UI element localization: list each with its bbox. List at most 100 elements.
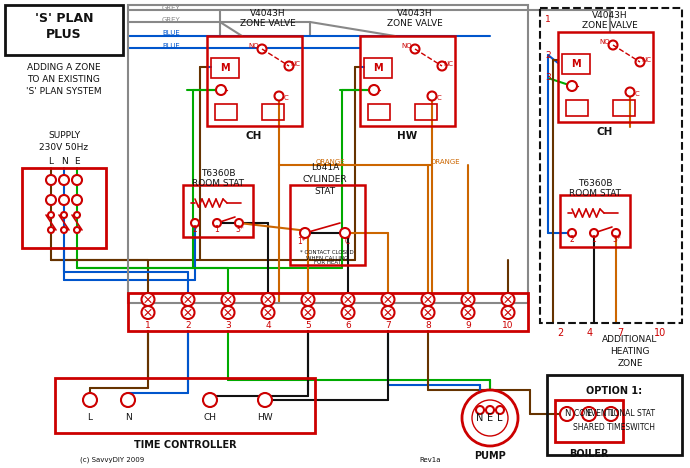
Text: E: E [487, 413, 493, 423]
Text: HEATING: HEATING [610, 348, 650, 357]
Bar [547, 375, 682, 455]
Text: NC: NC [443, 61, 453, 67]
Text: 1: 1 [591, 234, 596, 243]
Circle shape [300, 228, 310, 238]
Text: 6: 6 [345, 321, 351, 329]
Circle shape [221, 306, 235, 319]
Text: N: N [476, 413, 484, 423]
Text: V4043H: V4043H [592, 12, 628, 21]
Bar [215, 104, 237, 120]
Bar [562, 54, 590, 74]
Text: TIME CONTROLLER: TIME CONTROLLER [134, 440, 236, 450]
Circle shape [568, 229, 576, 237]
Circle shape [284, 61, 293, 71]
Text: 230V 50Hz: 230V 50Hz [39, 142, 88, 152]
Text: ZONE: ZONE [618, 358, 643, 367]
Text: (c) SavvyDIY 2009: (c) SavvyDIY 2009 [80, 457, 144, 463]
Text: GREY: GREY [162, 5, 181, 11]
Circle shape [141, 306, 155, 319]
Text: 'S' PLAN SYSTEM: 'S' PLAN SYSTEM [26, 88, 102, 96]
Text: NC: NC [290, 61, 300, 67]
Text: Rev1a: Rev1a [420, 457, 441, 463]
Bar [360, 36, 455, 126]
Circle shape [382, 293, 395, 306]
Text: WHEN CALLING: WHEN CALLING [306, 256, 348, 261]
Circle shape [72, 175, 82, 185]
Text: T6360B: T6360B [578, 178, 612, 188]
Text: 4: 4 [587, 328, 593, 338]
Text: HW: HW [397, 131, 417, 141]
Text: HW: HW [257, 414, 273, 423]
Circle shape [428, 92, 437, 101]
Circle shape [422, 293, 435, 306]
Text: 3*: 3* [235, 225, 244, 234]
Circle shape [48, 212, 54, 218]
Bar [558, 32, 653, 122]
Circle shape [496, 406, 504, 414]
Text: CH: CH [597, 127, 613, 137]
Text: 5: 5 [305, 321, 311, 329]
Text: OPTION 1:: OPTION 1: [586, 386, 642, 396]
Text: L: L [609, 410, 613, 418]
Text: M: M [220, 63, 230, 73]
Circle shape [472, 400, 508, 436]
Text: 7: 7 [385, 321, 391, 329]
Circle shape [590, 229, 598, 237]
Circle shape [369, 85, 379, 95]
Circle shape [262, 306, 275, 319]
Text: ROOM STAT: ROOM STAT [569, 189, 621, 197]
Circle shape [46, 195, 56, 205]
Text: C: C [344, 237, 350, 247]
Text: 3*: 3* [613, 234, 622, 243]
Text: ROOM STAT: ROOM STAT [192, 178, 244, 188]
Bar [560, 195, 630, 247]
Text: NO: NO [600, 39, 611, 45]
Text: SUPPLY: SUPPLY [48, 131, 80, 139]
Circle shape [342, 293, 355, 306]
Circle shape [502, 293, 515, 306]
Circle shape [74, 227, 80, 233]
Text: GREY: GREY [162, 17, 181, 23]
Circle shape [582, 407, 596, 421]
Text: M: M [571, 59, 581, 69]
Text: CYLINDER: CYLINDER [303, 176, 347, 184]
Text: 10: 10 [502, 321, 514, 329]
Circle shape [203, 393, 217, 407]
Text: BLUE: BLUE [162, 43, 180, 49]
Bar [290, 185, 365, 265]
Bar [415, 104, 437, 120]
Text: PLUS: PLUS [46, 29, 82, 42]
Text: L: L [497, 413, 503, 423]
Circle shape [235, 219, 243, 227]
Circle shape [275, 92, 284, 101]
Circle shape [476, 406, 484, 414]
Circle shape [382, 306, 395, 319]
Circle shape [560, 407, 574, 421]
Circle shape [257, 44, 266, 53]
Circle shape [486, 406, 494, 414]
Circle shape [48, 227, 54, 233]
Bar [262, 104, 284, 120]
Text: NO: NO [248, 43, 259, 49]
Text: NC: NC [641, 57, 651, 63]
Circle shape [302, 306, 315, 319]
Text: ZONE VALVE: ZONE VALVE [582, 21, 638, 29]
Bar [128, 5, 528, 303]
Circle shape [502, 306, 515, 319]
Text: NO: NO [402, 43, 413, 49]
Text: 8: 8 [425, 321, 431, 329]
Text: 7: 7 [617, 328, 623, 338]
Text: V4043H: V4043H [250, 9, 286, 19]
Circle shape [604, 407, 618, 421]
Circle shape [46, 175, 56, 185]
Text: BLUE: BLUE [162, 30, 180, 36]
Text: C: C [437, 95, 442, 101]
Text: N: N [61, 158, 68, 167]
Bar [368, 104, 390, 120]
Text: C: C [635, 91, 640, 97]
Circle shape [258, 393, 272, 407]
Circle shape [181, 293, 195, 306]
Circle shape [262, 293, 275, 306]
Circle shape [74, 212, 80, 218]
Circle shape [437, 61, 446, 71]
